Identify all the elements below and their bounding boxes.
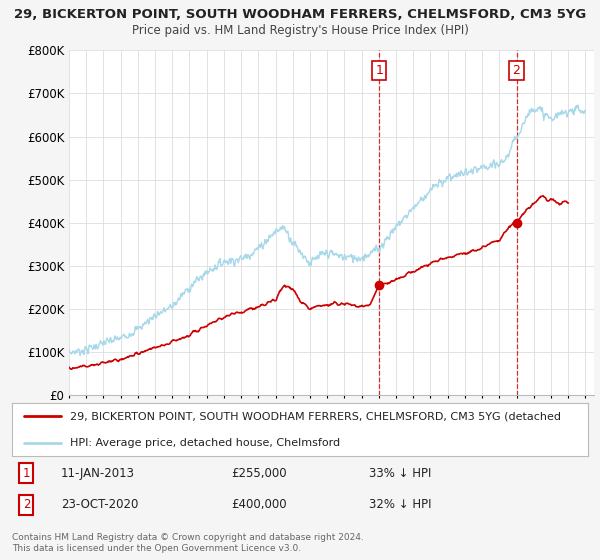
Text: £400,000: £400,000 xyxy=(231,498,287,511)
Text: 23-OCT-2020: 23-OCT-2020 xyxy=(61,498,139,511)
Text: 29, BICKERTON POINT, SOUTH WOODHAM FERRERS, CHELMSFORD, CM3 5YG: 29, BICKERTON POINT, SOUTH WOODHAM FERRE… xyxy=(14,8,586,21)
Text: Price paid vs. HM Land Registry's House Price Index (HPI): Price paid vs. HM Land Registry's House … xyxy=(131,24,469,36)
Text: 32% ↓ HPI: 32% ↓ HPI xyxy=(369,498,431,511)
Text: 29, BICKERTON POINT, SOUTH WOODHAM FERRERS, CHELMSFORD, CM3 5YG (detached: 29, BICKERTON POINT, SOUTH WOODHAM FERRE… xyxy=(70,412,560,422)
Text: Contains HM Land Registry data © Crown copyright and database right 2024.
This d: Contains HM Land Registry data © Crown c… xyxy=(12,533,364,553)
Text: 1: 1 xyxy=(376,64,383,77)
Text: 11-JAN-2013: 11-JAN-2013 xyxy=(61,466,135,480)
Text: HPI: Average price, detached house, Chelmsford: HPI: Average price, detached house, Chel… xyxy=(70,438,340,448)
Text: £255,000: £255,000 xyxy=(231,466,287,480)
Text: 2: 2 xyxy=(512,64,520,77)
Text: 2: 2 xyxy=(23,498,30,511)
Text: 33% ↓ HPI: 33% ↓ HPI xyxy=(369,466,431,480)
Text: 1: 1 xyxy=(23,466,30,480)
